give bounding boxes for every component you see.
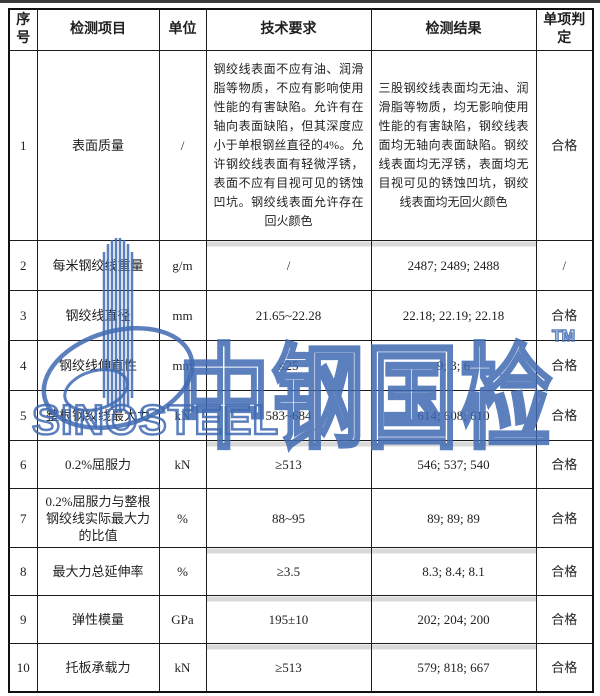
row3-item: 钢绞线直径	[36, 290, 160, 341]
table-row: 7 0.2%屈服力与整根钢绞线实际最大力的比值 % 88~95 89; 89; …	[8, 488, 594, 548]
row4-result: 9; 3; 6	[370, 340, 537, 391]
row1-no: 1	[8, 50, 38, 241]
header-item-verdict: 单项判定	[535, 8, 594, 51]
row8-item: 最大力总延伸率	[36, 547, 160, 596]
inspection-results-table: 序号 检测项目 单位 技术要求 检测结果 单项判定 1 表面质量 / 钢绞线表面…	[8, 8, 594, 693]
row9-item: 弹性模量	[36, 595, 160, 644]
row6-item: 0.2%屈服力	[36, 440, 160, 489]
row4-no: 4	[8, 340, 38, 391]
table-row: 4 钢绞线伸直性 mm ≤25 9; 3; 6 合格	[8, 340, 594, 391]
row3-unit: mm	[158, 290, 207, 341]
header-technical-requirement: 技术要求	[205, 8, 372, 51]
row5-requirement: 583~684	[205, 390, 372, 441]
row4-verdict: 合格	[535, 340, 594, 391]
row9-requirement: 195±10	[205, 595, 372, 644]
row8-unit: %	[158, 547, 207, 596]
table-header-row: 序号 检测项目 单位 技术要求 检测结果 单项判定	[8, 8, 594, 51]
row8-requirement: ≥3.5	[205, 547, 372, 596]
header-seq-no: 序号	[8, 8, 38, 51]
row5-result: 614; 608; 610	[370, 390, 537, 441]
row7-verdict: 合格	[535, 488, 594, 548]
header-test-item: 检测项目	[36, 8, 160, 51]
row8-result: 8.3; 8.4; 8.1	[370, 547, 537, 596]
row1-unit: /	[158, 50, 207, 241]
row2-requirement: /	[205, 240, 372, 291]
row7-unit: %	[158, 488, 207, 548]
row3-requirement: 21.65~22.28	[205, 290, 372, 341]
row10-verdict: 合格	[535, 643, 594, 692]
row10-item: 托板承载力	[36, 643, 160, 692]
row8-no: 8	[8, 547, 38, 596]
row6-requirement: ≥513	[205, 440, 372, 489]
row5-no: 5	[8, 390, 38, 441]
row6-unit: kN	[158, 440, 207, 489]
table-row: 5 整根钢绞线最大力 kN 583~684 614; 608; 610 合格	[8, 390, 594, 441]
header-test-result: 检测结果	[370, 8, 537, 51]
table-row: 2 每米钢绞线重量 g/m / 2487; 2489; 2488 /	[8, 240, 594, 291]
row2-verdict: /	[535, 240, 594, 291]
row4-requirement: ≤25	[205, 340, 372, 391]
row9-verdict: 合格	[535, 595, 594, 644]
row10-no: 10	[8, 643, 38, 692]
row9-result: 202; 204; 200	[370, 595, 537, 644]
row4-unit: mm	[158, 340, 207, 391]
row2-item: 每米钢绞线重量	[36, 240, 160, 291]
table-row: 1 表面质量 / 钢绞线表面不应有油、润滑脂等物质，不应有影响使用性能的有害缺陷…	[8, 50, 594, 241]
row7-item: 0.2%屈服力与整根钢绞线实际最大力的比值	[36, 488, 160, 548]
table-row: 3 钢绞线直径 mm 21.65~22.28 22.18; 22.19; 22.…	[8, 290, 594, 341]
row4-item: 钢绞线伸直性	[36, 340, 160, 391]
row1-item: 表面质量	[36, 50, 160, 241]
row7-result: 89; 89; 89	[370, 488, 537, 548]
row5-item: 整根钢绞线最大力	[36, 390, 160, 441]
row3-result: 22.18; 22.19; 22.18	[370, 290, 537, 341]
row5-unit: kN	[158, 390, 207, 441]
row6-result: 546; 537; 540	[370, 440, 537, 489]
row3-verdict: 合格	[535, 290, 594, 341]
table-row: 6 0.2%屈服力 kN ≥513 546; 537; 540 合格	[8, 440, 594, 489]
row3-no: 3	[8, 290, 38, 341]
row7-no: 7	[8, 488, 38, 548]
row9-no: 9	[8, 595, 38, 644]
row5-verdict: 合格	[535, 390, 594, 441]
row1-result: 三股钢绞线表面均无油、润滑脂等物质，均无影响使用性能的有害缺陷，钢绞线表面均无轴…	[370, 50, 537, 241]
row1-requirement: 钢绞线表面不应有油、润滑脂等物质，不应有影响使用性能的有害缺陷。允许有在轴向表面…	[205, 50, 372, 241]
table-row: 9 弹性模量 GPa 195±10 202; 204; 200 合格	[8, 595, 594, 644]
scan-edge-artifact	[0, 0, 600, 3]
row7-requirement: 88~95	[205, 488, 372, 548]
row8-verdict: 合格	[535, 547, 594, 596]
row2-unit: g/m	[158, 240, 207, 291]
row2-result: 2487; 2489; 2488	[370, 240, 537, 291]
row1-verdict: 合格	[535, 50, 594, 241]
row6-verdict: 合格	[535, 440, 594, 489]
row10-unit: kN	[158, 643, 207, 692]
row10-requirement: ≥513	[205, 643, 372, 692]
row9-unit: GPa	[158, 595, 207, 644]
header-unit: 单位	[158, 8, 207, 51]
row6-no: 6	[8, 440, 38, 489]
row10-result: 579; 818; 667	[370, 643, 537, 692]
row2-no: 2	[8, 240, 38, 291]
table-row: 10 托板承载力 kN ≥513 579; 818; 667 合格	[8, 643, 594, 692]
table-row: 8 最大力总延伸率 % ≥3.5 8.3; 8.4; 8.1 合格	[8, 547, 594, 596]
